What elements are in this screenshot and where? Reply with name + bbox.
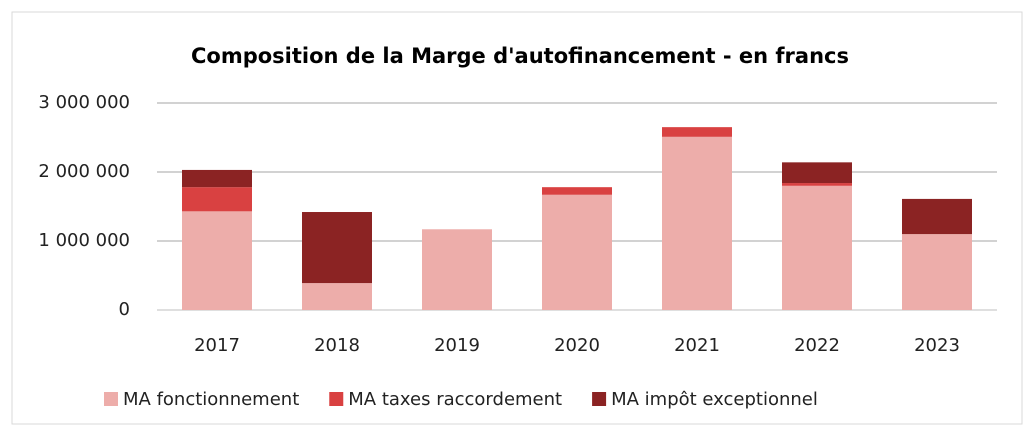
legend-label: MA taxes raccordement — [348, 389, 562, 410]
legend-swatch — [104, 392, 118, 406]
x-tick-label: 2018 — [314, 335, 360, 356]
legend-label: MA impôt exceptionnel — [611, 389, 818, 410]
bar-segment — [182, 169, 252, 188]
bar-segment — [902, 234, 972, 310]
x-tick-label: 2019 — [434, 335, 480, 356]
y-tick-label: 0 — [119, 299, 130, 320]
chart-frame — [11, 11, 1023, 425]
bar-segment — [902, 198, 972, 235]
bar-segment — [302, 212, 372, 284]
bar-segment — [302, 283, 372, 310]
legend-swatch — [592, 392, 607, 406]
y-tick-label: 1 000 000 — [38, 230, 130, 251]
x-tick-label: 2017 — [194, 335, 240, 356]
legend-swatch — [329, 392, 344, 406]
x-tick-label: 2021 — [674, 335, 720, 356]
x-tick-label: 2023 — [914, 335, 960, 356]
x-tick-label: 2020 — [554, 335, 600, 356]
bar-segment — [182, 211, 252, 310]
bar-segment — [422, 229, 492, 310]
chart-title: Composition de la Marge d'autofinancemen… — [191, 44, 849, 68]
y-tick-label: 3 000 000 — [38, 92, 130, 113]
bar-segment — [182, 187, 252, 212]
bar-segment — [782, 183, 852, 186]
bar-segment — [542, 194, 612, 310]
legend-label: MA fonctionnement — [123, 389, 299, 410]
bar-segment — [782, 185, 852, 310]
bar-segment — [542, 187, 612, 195]
x-tick-label: 2022 — [794, 335, 840, 356]
y-tick-label: 2 000 000 — [38, 161, 130, 182]
bar-segment — [662, 136, 732, 310]
bar-segment — [662, 127, 732, 137]
bar-segment — [782, 162, 852, 184]
